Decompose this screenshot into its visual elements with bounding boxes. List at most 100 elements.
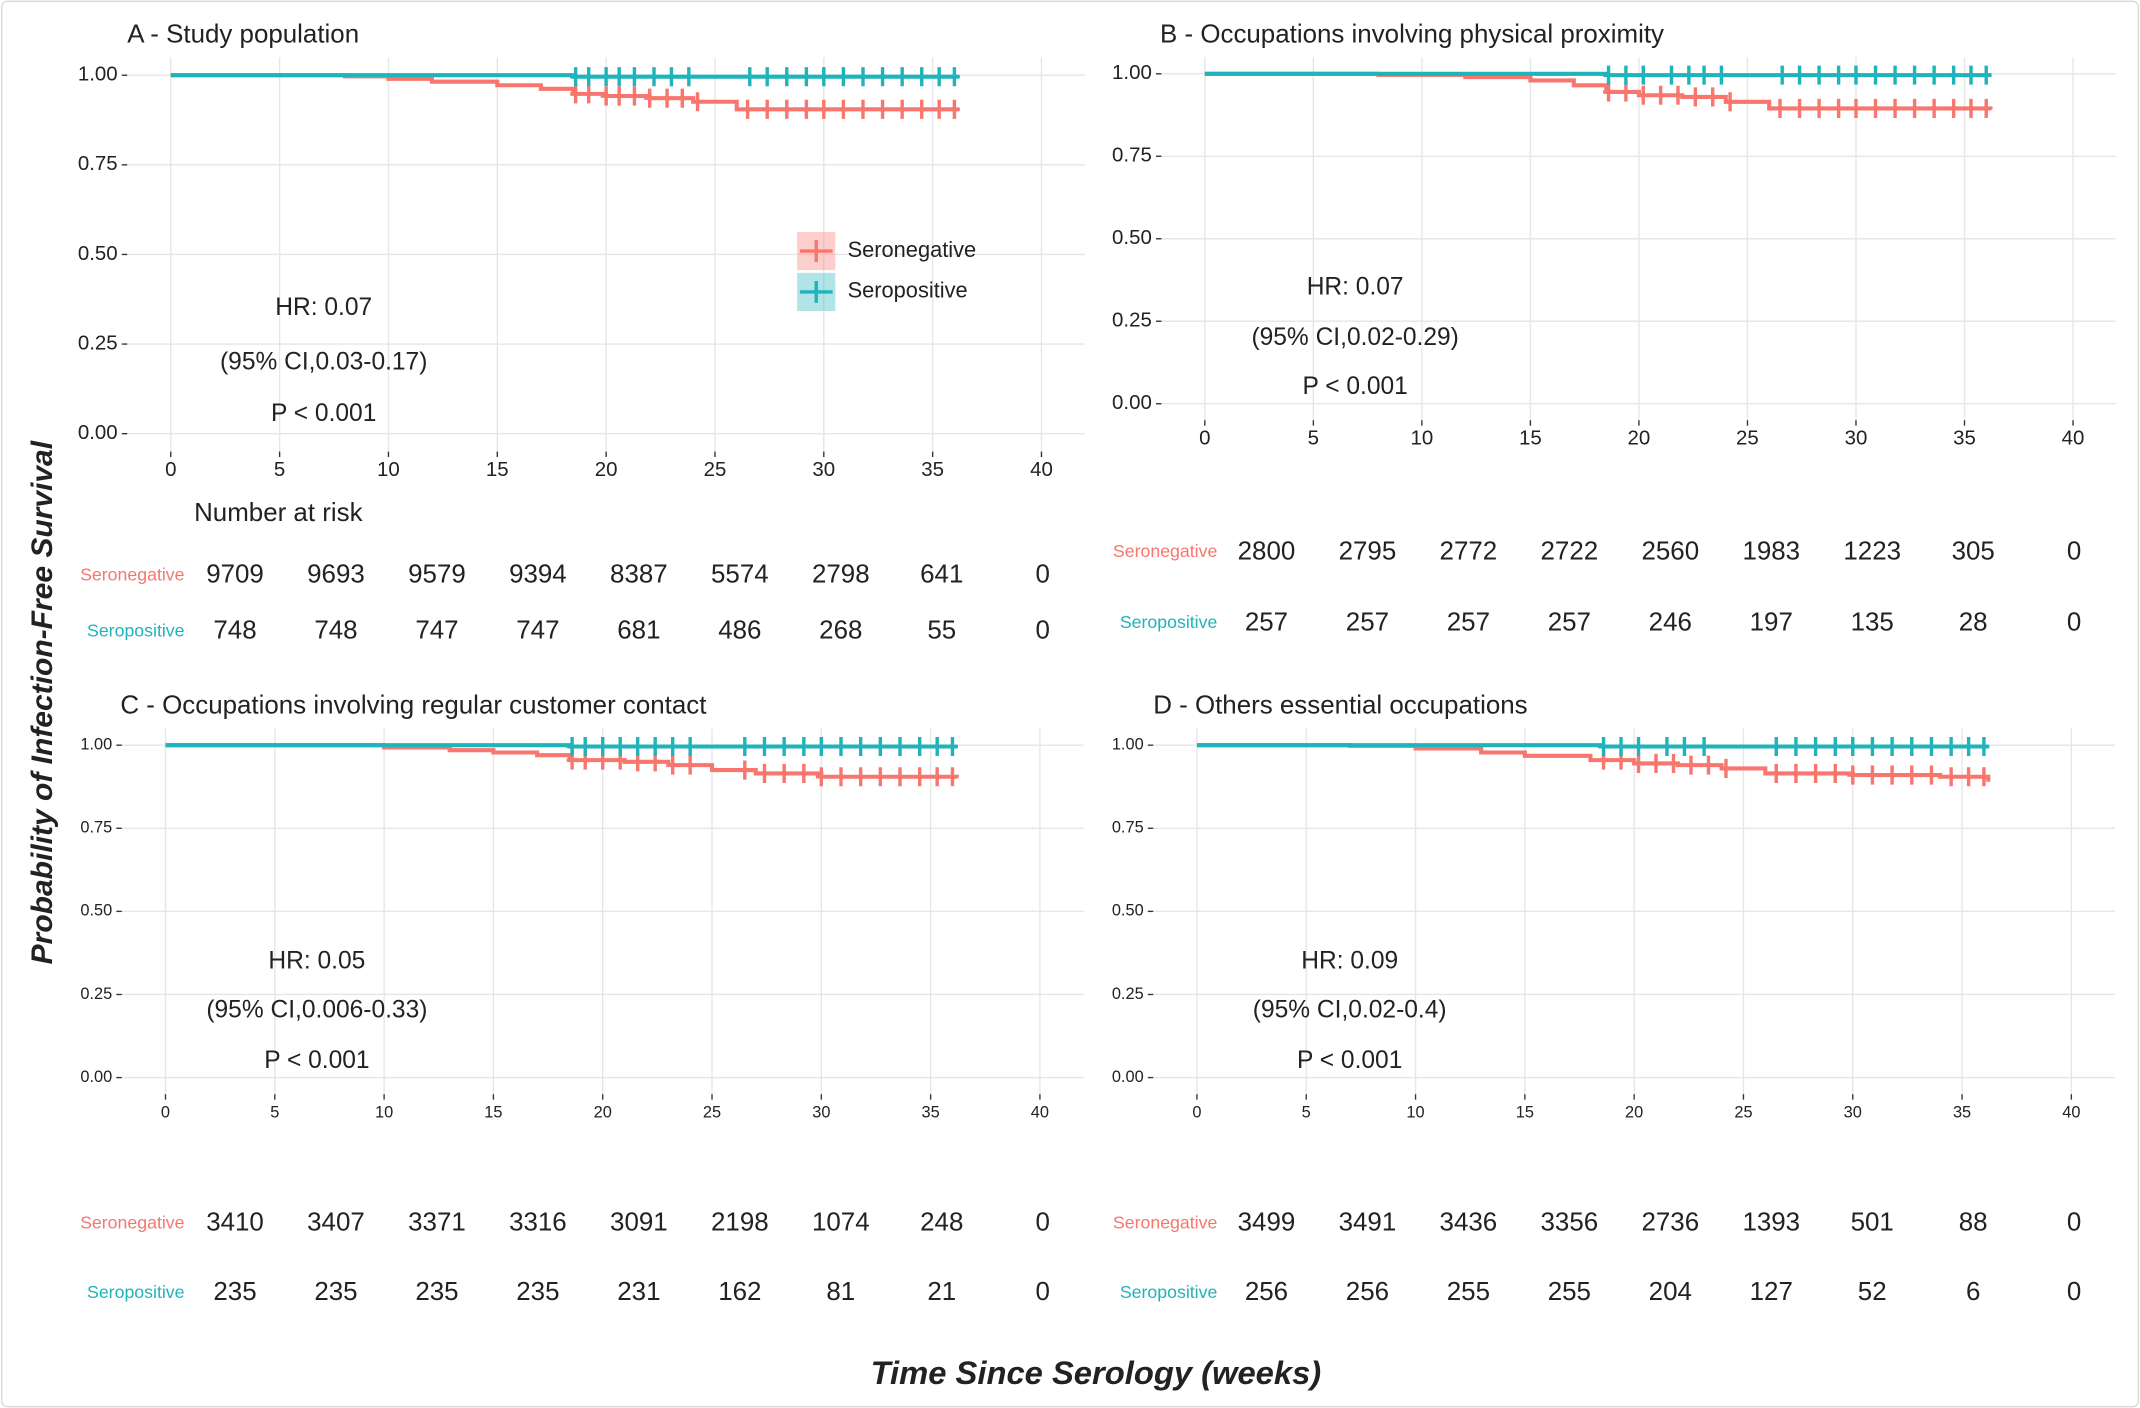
legend-label: Seronegative <box>848 237 977 262</box>
legend-key-mark <box>799 240 833 262</box>
x-tick-label: 5 <box>274 458 285 481</box>
censor-mark <box>661 88 673 108</box>
censor-mark <box>894 767 906 787</box>
censor-mark <box>835 767 847 787</box>
censor-mark <box>1707 87 1719 107</box>
censor-mark <box>665 67 677 87</box>
risk-count: 3316 <box>509 1209 567 1237</box>
censor-mark <box>570 67 582 87</box>
legend-label: Seropositive <box>848 278 968 303</box>
censor-mark <box>798 763 810 783</box>
risk-count: 235 <box>415 1278 458 1306</box>
panel-title: A - Study population <box>127 20 359 48</box>
censor-mark <box>914 767 926 787</box>
censor-mark <box>628 67 640 87</box>
censor-mark <box>894 736 906 757</box>
y-tick-label: 0.75 <box>78 152 118 175</box>
x-tick-label: 40 <box>2062 1104 2080 1122</box>
censor-mark <box>1829 736 1841 757</box>
legend-key-mark <box>799 281 833 303</box>
annotation: P < 0.001 <box>264 1047 369 1074</box>
risk-count: 3491 <box>1339 1209 1397 1237</box>
censor-mark <box>818 67 830 87</box>
censor-mark <box>759 736 770 757</box>
censor-mark <box>1810 736 1822 757</box>
risk-count: 28 <box>1959 608 1988 636</box>
panel-title: D - Others essential occupations <box>1153 692 1527 720</box>
annotation: HR: 0.07 <box>1307 273 1404 300</box>
x-tick-label: 15 <box>1516 1104 1534 1122</box>
censor-mark <box>1906 765 1918 785</box>
censor-mark <box>818 99 830 119</box>
annotation: HR: 0.07 <box>275 294 372 321</box>
x-tick-label: 30 <box>812 1104 830 1122</box>
censor-mark <box>1603 82 1615 102</box>
censor-mark <box>676 88 688 108</box>
risk-count: 501 <box>1851 1209 1894 1237</box>
censor-mark <box>628 86 640 106</box>
censor-mark <box>1928 98 1940 118</box>
x-tick-label: 25 <box>704 458 727 481</box>
censor-mark <box>837 67 849 87</box>
censor-mark <box>1978 736 1990 757</box>
censor-mark <box>837 99 849 119</box>
censor-mark <box>1620 65 1632 85</box>
x-tick-label: 15 <box>486 458 509 481</box>
censor-mark <box>1866 765 1878 785</box>
risk-count: 0 <box>1036 617 1050 645</box>
censor-mark <box>1672 85 1684 105</box>
censor-mark <box>649 736 661 757</box>
risk-row-label: Seropositive <box>87 620 185 640</box>
risk-count: 0 <box>2067 1209 2081 1237</box>
risk-row-label: Seronegative <box>1113 541 1218 561</box>
risk-count: 2772 <box>1440 537 1498 565</box>
x-tick-label: 40 <box>2062 427 2085 450</box>
censor-mark <box>1909 98 1921 118</box>
censor-mark <box>1794 65 1806 85</box>
risk-count: 268 <box>819 617 862 645</box>
censor-mark <box>1833 98 1845 118</box>
risk-row-label: Seropositive <box>87 1282 185 1302</box>
censor-mark <box>613 86 625 106</box>
censor-mark <box>947 736 958 757</box>
censor-mark <box>583 67 595 87</box>
risk-row-label: Seropositive <box>1120 1282 1218 1302</box>
censor-mark <box>931 736 943 757</box>
risk-count: 2198 <box>711 1209 769 1237</box>
risk-count: 3410 <box>206 1209 264 1237</box>
risk-count: 2795 <box>1339 537 1397 565</box>
risk-count: 231 <box>617 1278 660 1306</box>
x-tick-label: 15 <box>484 1104 502 1122</box>
risk-count: 0 <box>2067 537 2081 565</box>
x-tick-label: 10 <box>1410 427 1433 450</box>
risk-count: 235 <box>516 1278 559 1306</box>
risk-count: 21 <box>927 1278 956 1306</box>
y-tick-label: 0.50 <box>1112 226 1152 249</box>
x-tick-label: 25 <box>1736 427 1759 450</box>
censor-mark <box>1889 98 1901 118</box>
censor-mark <box>1963 767 1975 787</box>
censor-mark <box>1683 65 1695 85</box>
censor-mark <box>800 99 812 119</box>
censor-mark <box>1655 85 1667 105</box>
x-tick-label: 25 <box>703 1104 721 1122</box>
risk-count: 197 <box>1750 608 1793 636</box>
annotation: HR: 0.09 <box>1301 947 1398 974</box>
panel-title: C - Occupations involving regular custom… <box>120 692 707 720</box>
censor-mark <box>800 67 812 87</box>
censor-mark <box>1870 98 1881 118</box>
x-tick-label: 20 <box>1628 427 1651 450</box>
censor-mark <box>778 736 790 757</box>
x-tick-label: 0 <box>165 458 176 481</box>
y-tick-label: 1.00 <box>80 736 112 754</box>
censor-mark <box>781 67 793 87</box>
x-tick-label: 0 <box>161 1104 170 1122</box>
risk-count: 255 <box>1447 1278 1490 1306</box>
censor-mark <box>1980 98 1992 118</box>
censor-mark <box>931 767 943 787</box>
censor-mark <box>947 767 958 787</box>
x-tick-label: 5 <box>1308 427 1319 450</box>
y-tick-label: 1.00 <box>78 63 118 86</box>
censor-mark <box>857 67 869 87</box>
censor-mark <box>874 736 886 757</box>
